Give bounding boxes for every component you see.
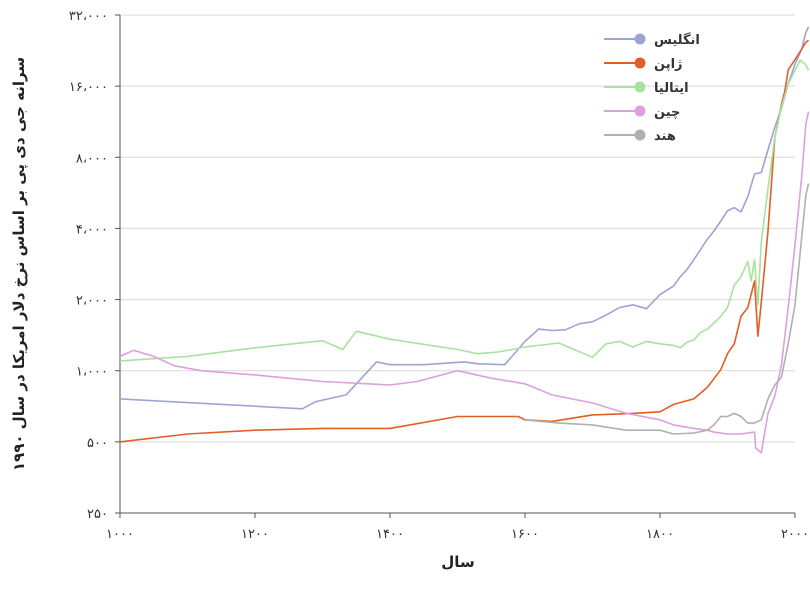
- series-line-3: [119, 111, 810, 454]
- gridlines: [120, 14, 795, 443]
- x-tick-label: ۲۰۰۰: [781, 527, 809, 542]
- y-tick-label: ۲،۰۰۰: [76, 294, 108, 309]
- legend-swatch-marker: [634, 57, 646, 69]
- legend-swatch-marker: [634, 129, 646, 141]
- x-tick-label: ۱۶۰۰: [511, 527, 539, 542]
- y-tick-label: ۱،۰۰۰: [76, 365, 108, 380]
- legend-label: ژاپن: [654, 57, 683, 72]
- x-axis-title: سال: [441, 553, 474, 571]
- legend: انگلیس ژاپن ایتالیا چین هند: [604, 32, 700, 144]
- legend-swatch-marker: [634, 81, 646, 93]
- legend-label: ایتالیا: [654, 81, 689, 96]
- x-tick-label: ۱۰۰۰: [106, 527, 134, 542]
- y-tick-label: ۴،۰۰۰: [76, 222, 108, 237]
- x-axis-ticks: ۱۰۰۰ ۱۲۰۰ ۱۴۰۰ ۱۶۰۰ ۱۸۰۰ ۲۰۰۰: [106, 513, 809, 542]
- y-tick-label: ۸،۰۰۰: [76, 151, 108, 166]
- x-tick-label: ۱۴۰۰: [376, 527, 404, 542]
- legend-label: انگلیس: [654, 32, 700, 48]
- series-lines: [119, 26, 810, 454]
- series-line-4: [524, 183, 810, 435]
- legend-swatch-marker: [634, 33, 646, 45]
- x-tick-label: ۱۸۰۰: [646, 527, 674, 542]
- legend-label: هند: [654, 129, 676, 144]
- y-tick-label: ۲۵۰: [87, 507, 108, 522]
- x-tick-label: ۱۲۰۰: [241, 527, 269, 542]
- series-line-0: [119, 26, 810, 410]
- y-tick-label: ۱۶،۰۰۰: [69, 80, 108, 95]
- series-line-2: [119, 59, 810, 362]
- legend-label: چین: [654, 105, 680, 120]
- y-tick-label: ۳۲،۰۰۰: [69, 9, 108, 24]
- y-axis-title: سرانه جی دی پی بر اساس نرخ دلار امریکا د…: [10, 57, 29, 471]
- y-tick-label: ۵۰۰: [87, 436, 108, 451]
- y-axis-ticks: ۲۵۰ ۵۰۰ ۱،۰۰۰ ۲،۰۰۰ ۴،۰۰۰ ۸،۰۰۰ ۱۶،۰۰۰ ۳۲،۰۰۰: [69, 9, 120, 522]
- legend-swatch-marker: [634, 105, 646, 117]
- series-line-1: [119, 39, 809, 443]
